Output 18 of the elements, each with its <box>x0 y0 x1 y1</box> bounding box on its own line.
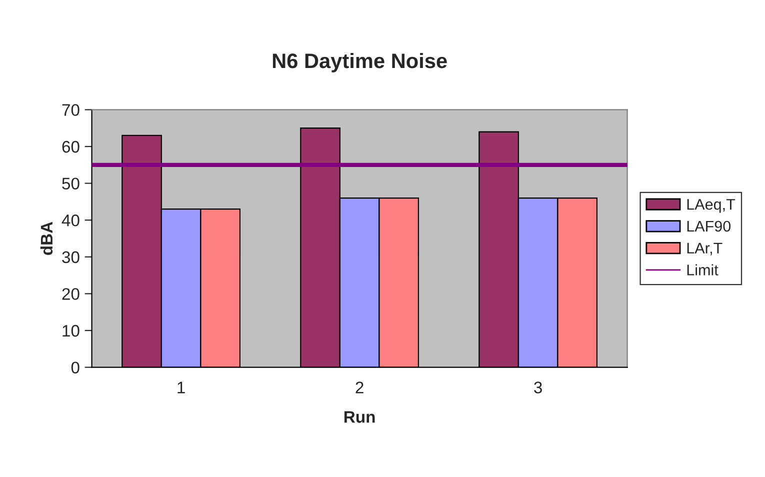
y-tick-label: 40 <box>62 214 80 226</box>
y-tick-label: 30 <box>62 251 80 264</box>
y-tick-label: 60 <box>62 140 80 153</box>
x-axis-title: Run <box>344 411 375 423</box>
legend-label: LAeq,T <box>687 199 736 213</box>
x-tick-label: 2 <box>356 382 364 394</box>
y-tick-label: 70 <box>62 104 80 116</box>
chart-title: N6 Daytime Noise <box>272 52 447 72</box>
y-tick-label: 0 <box>71 362 80 374</box>
y-tick-label: 20 <box>62 288 80 300</box>
x-tick-label: 3 <box>534 382 542 394</box>
legend-label: Limit <box>687 264 718 276</box>
legend-label: LAr,T <box>687 242 722 256</box>
y-axis-title: dBA <box>40 222 53 255</box>
y-tick-label: 50 <box>62 178 80 190</box>
x-tick-label: 1 <box>178 382 185 394</box>
y-tick-label: 10 <box>62 324 80 337</box>
legend-label: LAF90 <box>687 220 731 232</box>
